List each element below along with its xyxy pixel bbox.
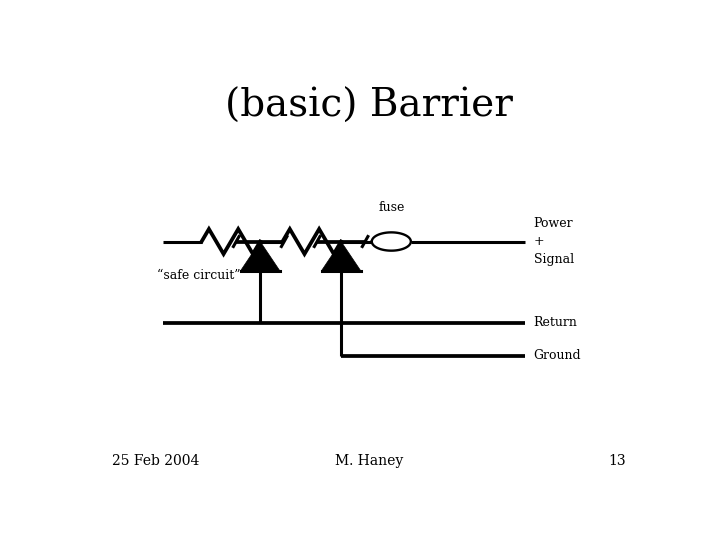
Text: 13: 13 [608, 454, 626, 468]
Text: Power
+
Signal: Power + Signal [534, 217, 574, 266]
Text: “safe circuit”: “safe circuit” [157, 268, 240, 281]
Text: Return: Return [534, 316, 577, 329]
Text: Ground: Ground [534, 349, 581, 362]
Text: fuse: fuse [378, 201, 405, 214]
Polygon shape [322, 241, 361, 271]
Polygon shape [240, 241, 279, 271]
Text: 25 Feb 2004: 25 Feb 2004 [112, 454, 199, 468]
Text: (basic) Barrier: (basic) Barrier [225, 88, 513, 125]
Text: M. Haney: M. Haney [335, 454, 403, 468]
